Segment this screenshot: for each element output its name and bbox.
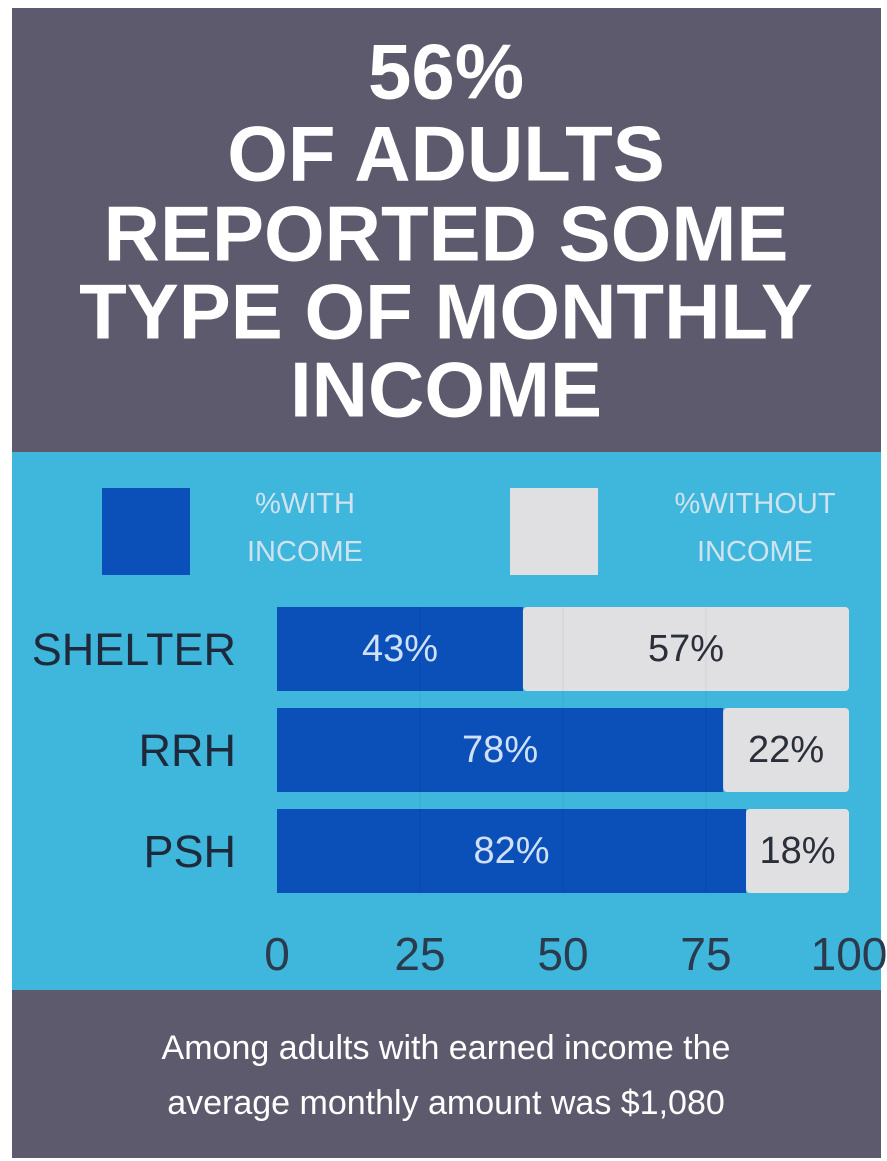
category-label: SHELTER xyxy=(32,624,236,675)
x-tick-label: 0 xyxy=(264,928,290,980)
x-tick-label: 75 xyxy=(680,928,731,980)
title-line: 56% xyxy=(368,28,524,116)
title-line: TYPE OF MONTHLY xyxy=(79,268,813,356)
title-line: INCOME xyxy=(290,346,602,434)
bar-segment xyxy=(277,708,724,792)
value-label: 82% xyxy=(473,830,549,872)
legend-swatch xyxy=(510,488,598,575)
category-label: PSH xyxy=(143,826,236,877)
legend-label: %WITHOUT INCOME xyxy=(674,488,835,568)
legend-label-line: %WITHOUT xyxy=(674,488,835,520)
x-tick-label: 25 xyxy=(394,928,445,980)
value-label: 78% xyxy=(462,729,538,771)
legend-label-line: INCOME xyxy=(697,536,813,568)
title-panel xyxy=(12,8,881,452)
footer-panel xyxy=(12,990,881,1158)
value-label: 43% xyxy=(362,628,438,670)
bar-segment xyxy=(522,607,849,691)
footnote-line: average monthly amount was $1,080 xyxy=(167,1084,725,1122)
bar-segment xyxy=(723,708,849,792)
bar-segment xyxy=(277,607,523,691)
bar-segment xyxy=(746,809,849,893)
x-tick-label: 100 xyxy=(811,928,887,980)
bar-segment xyxy=(277,809,747,893)
legend-label: %WITH INCOME xyxy=(247,488,363,568)
legend-label-line: INCOME xyxy=(247,536,363,568)
value-label: 18% xyxy=(759,830,835,872)
legend-label-line: %WITH xyxy=(255,488,355,520)
x-tick-label: 50 xyxy=(537,928,588,980)
value-label: 57% xyxy=(648,628,724,670)
title-line: OF ADULTS xyxy=(227,110,665,198)
legend-swatch xyxy=(102,488,190,575)
footnote-line: Among adults with earned income the xyxy=(162,1029,731,1067)
title-line: REPORTED SOME xyxy=(104,190,789,278)
value-label: 22% xyxy=(748,729,824,771)
category-label: RRH xyxy=(139,725,237,776)
